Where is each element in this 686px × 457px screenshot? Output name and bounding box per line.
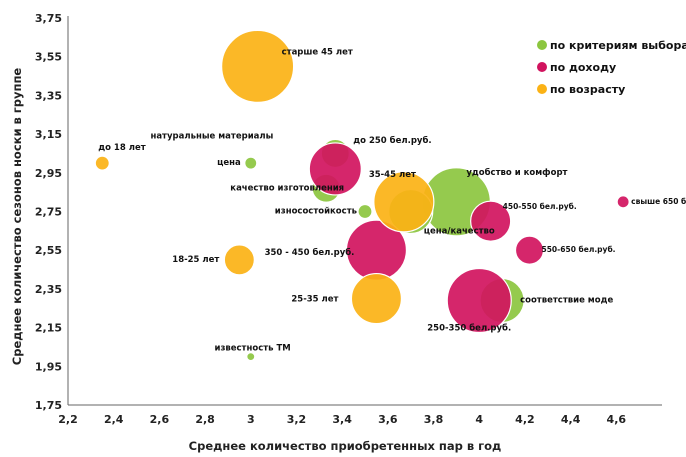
x-tick-labels: 2,2 2,4 2,6 2,8 3 3,2 3,4 3,6 3,8 4 4,2 4,4 4,6 (58, 413, 626, 426)
y-tick-label: 2,35 (35, 283, 62, 296)
bubble (244, 156, 258, 170)
y-tick-label: 3,55 (35, 51, 62, 64)
x-tick-label: 3 (247, 413, 255, 426)
y-axis-title: Среднее количество сезонов носки в групп… (10, 68, 24, 366)
bubble-label: 250-350 бел.руб. (427, 323, 511, 334)
y-tick-label: 2,15 (35, 322, 62, 335)
bubble-label: износостойкость (275, 207, 357, 217)
x-tick-label: 2,4 (104, 413, 124, 426)
bubble-labels: натуральные материалы цена качество изгото… (98, 47, 686, 353)
bubble-label: 25-35 лет (291, 295, 338, 305)
x-tick-label: 3,8 (424, 413, 444, 426)
legend-marker (537, 84, 547, 94)
x-tick-label: 2,6 (150, 413, 170, 426)
legend-marker (537, 62, 547, 72)
x-tick-label: 3,6 (378, 413, 398, 426)
bubble (94, 155, 110, 171)
bubble-label: 35-45 лет (369, 170, 416, 180)
bubble (373, 171, 435, 233)
bubble (514, 235, 545, 265)
x-tick-label: 4,4 (561, 413, 581, 426)
y-tick-label: 2,75 (35, 206, 62, 219)
bubble-label: удобство и комфорт (466, 167, 567, 178)
bubble-label: свыше 650 бел.руб. (631, 197, 686, 206)
x-tick-label: 4 (475, 413, 483, 426)
x-tick-label: 3,4 (332, 413, 352, 426)
bubble-label: цена (217, 158, 241, 168)
bubble-label: до 18 лет (98, 143, 145, 153)
bubbles (94, 29, 630, 362)
x-axis-title: Среднее количество приобретенных пар в г… (189, 439, 502, 453)
x-tick-label: 2,2 (58, 413, 78, 426)
bubble-label: соответствие моде (520, 296, 613, 306)
axes (67, 16, 662, 406)
x-tick-label: 4,2 (515, 413, 535, 426)
legend-label: по возрасту (550, 83, 625, 96)
bubble (350, 272, 403, 325)
bubble-label: до 250 бел.руб. (353, 135, 431, 146)
bubble-label: цена/качество (424, 227, 495, 237)
bubble-label: 350 - 450 бел.руб. (265, 247, 355, 258)
bubble-label: известность ТМ (214, 344, 290, 354)
bubble (470, 200, 512, 242)
x-tick-label: 3,2 (287, 413, 307, 426)
bubble-label: 450-550 бел.руб. (503, 202, 577, 211)
bubble (357, 203, 373, 220)
bubble-label: качество изготовления (230, 183, 344, 193)
y-tick-label: 3,15 (35, 128, 62, 141)
bubble-label: 550-650 бел.руб. (541, 245, 615, 254)
y-tick-label: 2,95 (35, 167, 62, 180)
bubble (223, 244, 255, 276)
x-tick-label: 2,8 (195, 413, 215, 426)
y-tick-labels: 3,75 3,55 3,35 3,15 2,95 2,75 2,55 2,35 2,15 1,95… (35, 12, 62, 412)
bubble-label: 18-25 лет (172, 255, 219, 265)
bubble-label: натуральные материалы (150, 131, 273, 141)
legend-marker (537, 40, 547, 50)
bubble (246, 352, 256, 362)
bubble (446, 267, 512, 334)
x-tick-label: 4,6 (607, 413, 627, 426)
legend-label: по доходу (550, 61, 616, 74)
bubble (616, 195, 630, 209)
y-tick-label: 3,75 (35, 12, 62, 25)
bubble (308, 142, 362, 196)
legend-label: по критериям выбора (550, 39, 686, 52)
y-tick-label: 1,95 (35, 360, 62, 373)
legend: по критериям выбора по доходу по возрасту (537, 39, 686, 96)
bubble (221, 29, 295, 103)
bubble-label: старше 45 лет (282, 47, 353, 57)
y-tick-label: 2,55 (35, 244, 62, 257)
y-tick-label: 1,75 (35, 399, 62, 412)
y-tick-label: 3,35 (35, 89, 62, 102)
